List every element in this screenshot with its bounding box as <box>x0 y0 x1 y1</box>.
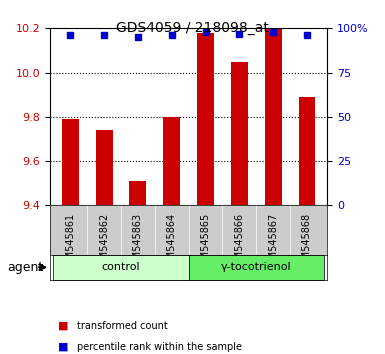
Text: GSM545864: GSM545864 <box>167 213 177 272</box>
Text: GSM545862: GSM545862 <box>99 213 109 272</box>
Bar <box>163 117 180 205</box>
Bar <box>96 130 112 205</box>
Bar <box>265 28 281 205</box>
Text: percentile rank within the sample: percentile rank within the sample <box>77 342 242 352</box>
Text: GSM545868: GSM545868 <box>302 213 312 272</box>
Bar <box>197 33 214 205</box>
FancyBboxPatch shape <box>54 255 189 280</box>
Text: ■: ■ <box>58 321 68 331</box>
Text: γ-tocotrienol: γ-tocotrienol <box>221 262 291 272</box>
Text: agent: agent <box>8 261 44 274</box>
Text: transformed count: transformed count <box>77 321 168 331</box>
Text: GDS4059 / 218098_at: GDS4059 / 218098_at <box>116 21 269 35</box>
Text: GSM545865: GSM545865 <box>201 213 211 272</box>
Text: GSM545866: GSM545866 <box>234 213 244 272</box>
FancyBboxPatch shape <box>189 255 324 280</box>
Text: GSM545863: GSM545863 <box>133 213 143 272</box>
Bar <box>129 181 146 205</box>
Text: control: control <box>102 262 141 272</box>
Bar <box>298 97 315 205</box>
Text: GSM545861: GSM545861 <box>65 213 75 272</box>
Text: GSM545867: GSM545867 <box>268 213 278 272</box>
Text: ■: ■ <box>58 342 68 352</box>
Bar <box>231 62 248 205</box>
Bar <box>62 119 79 205</box>
